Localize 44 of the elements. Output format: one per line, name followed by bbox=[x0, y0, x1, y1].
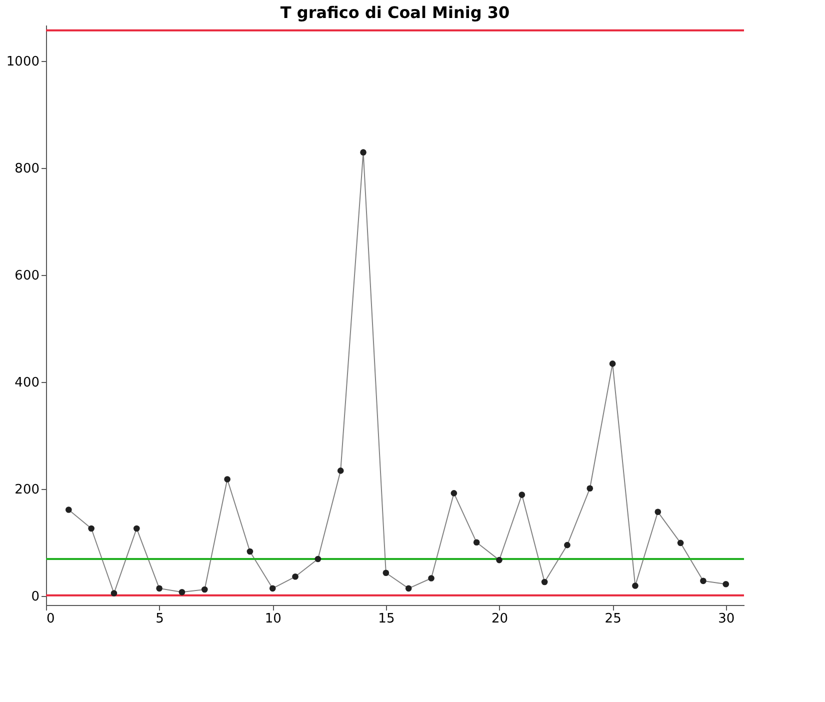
point bbox=[473, 539, 480, 546]
point bbox=[110, 590, 118, 596]
point bbox=[405, 585, 412, 592]
x-tick-label: 20 bbox=[491, 612, 508, 626]
point bbox=[541, 578, 548, 586]
point bbox=[564, 542, 570, 548]
y-tick-label: 1000 bbox=[6, 54, 40, 70]
point bbox=[428, 575, 434, 582]
chart-title: T grafico di Coal Minig 30 bbox=[280, 3, 510, 22]
point bbox=[337, 468, 344, 474]
point bbox=[133, 525, 140, 532]
point bbox=[677, 540, 684, 546]
point bbox=[722, 580, 730, 588]
point bbox=[88, 525, 94, 532]
point bbox=[700, 578, 706, 584]
point bbox=[66, 506, 72, 513]
point bbox=[246, 548, 254, 555]
point bbox=[450, 490, 458, 496]
point bbox=[609, 360, 616, 367]
point bbox=[360, 149, 366, 156]
point bbox=[201, 586, 208, 593]
point bbox=[314, 556, 322, 562]
x-tick-label: 10 bbox=[264, 612, 282, 626]
point bbox=[156, 585, 162, 592]
y-tick-label: 600 bbox=[14, 268, 40, 284]
point bbox=[654, 508, 662, 516]
point bbox=[632, 582, 638, 589]
x-tick-label: 0 bbox=[46, 612, 55, 626]
x-tick-label: 30 bbox=[718, 612, 735, 626]
point bbox=[496, 556, 502, 564]
x-tick-label: 25 bbox=[604, 612, 622, 626]
point bbox=[269, 585, 276, 592]
point bbox=[224, 476, 230, 482]
y-tick-label: 400 bbox=[14, 375, 40, 390]
x-tick-label: 5 bbox=[156, 612, 164, 626]
point bbox=[178, 589, 186, 596]
y-tick-label: 0 bbox=[31, 589, 40, 604]
y-tick-label: 800 bbox=[14, 161, 40, 176]
point bbox=[518, 492, 526, 498]
point bbox=[586, 485, 594, 492]
x-tick-label: 15 bbox=[378, 612, 395, 626]
y-tick-label: 200 bbox=[14, 482, 40, 498]
point bbox=[292, 573, 298, 580]
point bbox=[382, 570, 390, 576]
